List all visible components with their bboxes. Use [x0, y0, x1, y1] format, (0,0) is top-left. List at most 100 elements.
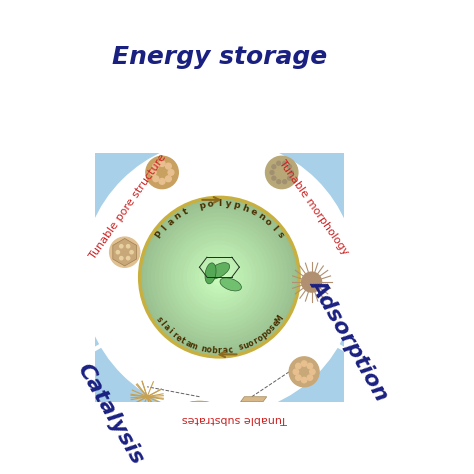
Ellipse shape — [207, 404, 210, 409]
Circle shape — [301, 361, 307, 366]
Text: M: M — [273, 313, 285, 325]
Circle shape — [307, 375, 313, 380]
Circle shape — [168, 225, 271, 329]
Text: P: P — [154, 230, 165, 240]
Circle shape — [144, 201, 295, 353]
Text: t: t — [182, 207, 190, 217]
Circle shape — [277, 161, 281, 165]
Circle shape — [116, 251, 119, 254]
Circle shape — [270, 171, 274, 174]
Circle shape — [153, 163, 159, 169]
Polygon shape — [241, 397, 267, 401]
Circle shape — [164, 221, 275, 333]
Polygon shape — [23, 183, 37, 193]
Text: a: a — [183, 338, 192, 349]
Circle shape — [307, 363, 313, 369]
Circle shape — [301, 377, 307, 383]
Text: e: e — [248, 207, 258, 217]
Ellipse shape — [207, 263, 229, 279]
Ellipse shape — [195, 404, 198, 409]
Text: m: m — [188, 340, 198, 351]
Wedge shape — [21, 48, 418, 177]
Circle shape — [289, 357, 319, 387]
Circle shape — [127, 256, 130, 260]
Circle shape — [272, 165, 276, 169]
Bar — [241, 401, 263, 418]
Text: a: a — [222, 346, 228, 355]
Circle shape — [203, 261, 236, 293]
Text: y: y — [225, 199, 232, 209]
Text: n: n — [173, 211, 183, 222]
Text: s: s — [154, 315, 164, 324]
Ellipse shape — [220, 278, 241, 291]
Text: p: p — [198, 201, 206, 211]
Circle shape — [301, 272, 321, 292]
Ellipse shape — [205, 263, 216, 284]
Circle shape — [153, 176, 159, 182]
Wedge shape — [219, 163, 449, 474]
Circle shape — [165, 163, 171, 169]
Circle shape — [140, 197, 299, 357]
Text: Catalysis: Catalysis — [73, 360, 147, 468]
Circle shape — [150, 170, 156, 175]
Circle shape — [195, 253, 243, 301]
Text: a: a — [161, 323, 171, 333]
Text: b: b — [211, 346, 217, 355]
Circle shape — [155, 213, 283, 341]
Text: l: l — [218, 199, 221, 208]
Ellipse shape — [189, 404, 192, 409]
Text: o: o — [205, 345, 212, 355]
Circle shape — [265, 156, 298, 189]
Circle shape — [272, 176, 276, 180]
Circle shape — [277, 180, 281, 183]
Ellipse shape — [201, 404, 204, 409]
Bar — [187, 404, 212, 417]
Circle shape — [290, 171, 293, 174]
Circle shape — [175, 233, 263, 321]
Text: o: o — [246, 338, 255, 349]
Circle shape — [130, 251, 133, 254]
Text: i: i — [166, 327, 174, 336]
Circle shape — [127, 245, 130, 248]
Circle shape — [146, 156, 178, 189]
Circle shape — [165, 176, 171, 182]
Text: r: r — [218, 346, 221, 355]
Text: Tunable pore structure: Tunable pore structure — [88, 152, 169, 261]
Circle shape — [215, 273, 223, 281]
Text: o: o — [207, 199, 214, 209]
Text: a: a — [165, 217, 176, 227]
Text: t: t — [179, 336, 187, 346]
Circle shape — [183, 241, 255, 313]
Circle shape — [296, 363, 301, 369]
Text: o: o — [263, 217, 273, 227]
Circle shape — [283, 180, 287, 183]
Circle shape — [191, 249, 247, 305]
Circle shape — [147, 205, 291, 349]
Circle shape — [208, 265, 231, 289]
Text: r: r — [252, 336, 260, 346]
Text: o: o — [255, 333, 265, 343]
Circle shape — [159, 161, 165, 166]
Circle shape — [293, 369, 299, 374]
Circle shape — [119, 256, 123, 260]
Wedge shape — [0, 163, 219, 474]
Circle shape — [310, 369, 315, 374]
Text: Tunable substrates: Tunable substrates — [182, 414, 287, 424]
Text: s: s — [274, 230, 285, 240]
Circle shape — [188, 245, 251, 309]
Circle shape — [168, 170, 174, 175]
Text: Energy storage: Energy storage — [112, 45, 327, 69]
Circle shape — [152, 210, 287, 345]
Circle shape — [20, 78, 419, 474]
Text: h: h — [241, 203, 250, 214]
Circle shape — [211, 269, 228, 285]
Text: u: u — [242, 340, 250, 351]
Text: s: s — [268, 323, 278, 332]
Circle shape — [0, 48, 449, 474]
Circle shape — [160, 217, 279, 337]
Circle shape — [180, 237, 259, 317]
Text: n: n — [200, 344, 207, 354]
Circle shape — [288, 165, 292, 169]
Circle shape — [119, 245, 123, 248]
Text: r: r — [170, 330, 178, 340]
